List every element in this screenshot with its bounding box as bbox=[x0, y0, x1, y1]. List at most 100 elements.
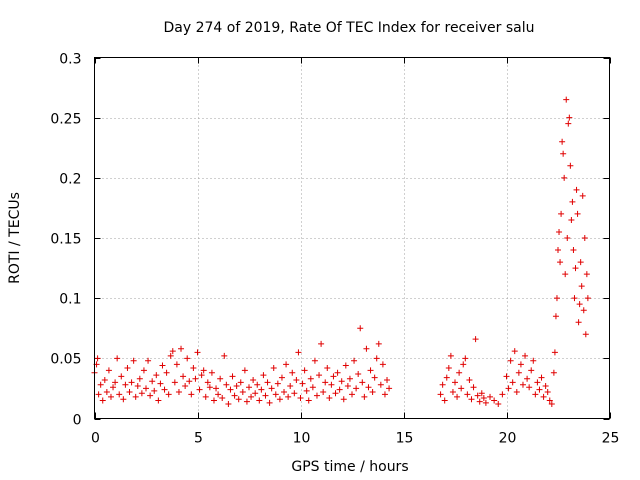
data-point-marker bbox=[225, 401, 232, 408]
data-point-marker bbox=[140, 367, 147, 374]
data-point-marker bbox=[237, 379, 244, 386]
chart-title: Day 274 of 2019, Rate Of TEC Index for r… bbox=[163, 20, 534, 36]
data-point-marker bbox=[99, 397, 106, 404]
data-point-marker bbox=[544, 389, 551, 396]
data-point-marker bbox=[357, 325, 364, 332]
data-point-marker bbox=[213, 385, 220, 392]
data-point-marker bbox=[524, 375, 531, 382]
data-point-marker bbox=[332, 390, 339, 397]
data-point-marker bbox=[478, 390, 485, 397]
data-point-marker bbox=[229, 373, 236, 380]
data-point-marker bbox=[499, 391, 506, 398]
data-point-marker bbox=[153, 372, 160, 379]
data-point-marker bbox=[159, 362, 166, 369]
data-point-marker bbox=[548, 401, 555, 408]
data-point-marker bbox=[268, 385, 275, 392]
x-tick-label: 15 bbox=[396, 431, 414, 447]
data-point-marker bbox=[582, 331, 589, 338]
data-point-marker bbox=[157, 380, 164, 387]
data-point-marker bbox=[474, 392, 481, 399]
data-point-marker bbox=[384, 376, 391, 383]
data-point-marker bbox=[130, 357, 137, 364]
data-point-marker bbox=[97, 381, 104, 388]
data-point-marker bbox=[313, 392, 320, 399]
data-point-marker bbox=[254, 381, 261, 388]
data-point-marker bbox=[250, 376, 257, 383]
data-point-marker bbox=[311, 357, 318, 364]
data-point-marker bbox=[190, 364, 197, 371]
data-point-marker bbox=[285, 393, 292, 400]
data-point-marker bbox=[120, 396, 127, 403]
data-point-marker bbox=[472, 336, 479, 343]
data-point-marker bbox=[192, 375, 199, 382]
data-point-marker bbox=[553, 295, 560, 302]
data-point-marker bbox=[149, 378, 156, 385]
data-point-marker bbox=[363, 345, 370, 352]
data-point-marker bbox=[507, 357, 514, 364]
data-point-marker bbox=[584, 295, 591, 302]
data-point-marker bbox=[568, 216, 575, 223]
data-point-marker bbox=[151, 387, 158, 394]
plot-frame bbox=[94, 57, 610, 419]
data-point-marker bbox=[565, 120, 572, 127]
data-point-marker bbox=[466, 376, 473, 383]
data-point-marker bbox=[583, 271, 590, 278]
data-point-marker bbox=[196, 386, 203, 393]
data-point-marker bbox=[491, 397, 498, 404]
data-point-marker bbox=[175, 389, 182, 396]
data-point-marker bbox=[355, 370, 362, 377]
data-point-marker bbox=[328, 381, 335, 388]
data-point-marker bbox=[570, 247, 577, 254]
data-point-marker bbox=[528, 367, 535, 374]
data-point-marker bbox=[386, 385, 393, 392]
data-point-marker bbox=[246, 384, 252, 391]
data-point-marker bbox=[299, 380, 306, 387]
data-point-marker bbox=[540, 393, 547, 400]
data-point-marker bbox=[289, 369, 296, 376]
data-point-marker bbox=[118, 373, 125, 380]
data-point-marker bbox=[136, 375, 143, 382]
data-point-marker bbox=[204, 379, 211, 386]
data-point-marker bbox=[503, 373, 510, 380]
data-point-marker bbox=[559, 138, 566, 145]
data-point-marker bbox=[509, 379, 516, 386]
data-point-marker bbox=[260, 372, 267, 379]
data-point-marker bbox=[579, 192, 586, 199]
axis-ticks bbox=[94, 57, 611, 420]
data-point-marker bbox=[562, 271, 569, 278]
data-point-marker bbox=[534, 379, 541, 386]
data-point-marker bbox=[452, 379, 458, 386]
data-point-marker bbox=[445, 364, 452, 371]
data-point-marker bbox=[165, 391, 172, 398]
data-point-marker bbox=[349, 391, 355, 398]
data-point-marker bbox=[375, 340, 382, 347]
data-point-marker bbox=[266, 399, 273, 406]
data-point-marker bbox=[318, 340, 325, 347]
data-point-marker bbox=[105, 367, 112, 374]
data-point-marker bbox=[326, 395, 333, 402]
data-point-marker bbox=[281, 389, 288, 396]
data-point-marker bbox=[208, 369, 215, 376]
data-point-marker bbox=[563, 96, 570, 103]
data-point-marker bbox=[443, 374, 450, 381]
data-point-marker bbox=[526, 384, 533, 391]
data-point-marker bbox=[515, 369, 522, 376]
data-point-marker bbox=[217, 375, 224, 382]
data-point-marker bbox=[235, 396, 242, 403]
data-point-marker bbox=[182, 383, 189, 390]
data-point-marker bbox=[202, 393, 209, 400]
data-point-marker bbox=[536, 386, 543, 393]
data-point-marker bbox=[178, 345, 185, 352]
data-point-marker bbox=[270, 364, 277, 371]
data-point-marker bbox=[324, 364, 331, 371]
data-point-marker bbox=[447, 352, 454, 359]
data-point-marker bbox=[163, 369, 170, 376]
data-point-marker bbox=[223, 381, 230, 388]
data-point-marker bbox=[126, 389, 133, 396]
data-point-marker bbox=[439, 381, 446, 388]
data-point-marker bbox=[456, 369, 463, 376]
data-point-marker bbox=[107, 393, 114, 400]
data-point-marker bbox=[574, 210, 581, 217]
x-tick-label: 20 bbox=[499, 431, 517, 447]
data-point-marker bbox=[340, 396, 347, 403]
